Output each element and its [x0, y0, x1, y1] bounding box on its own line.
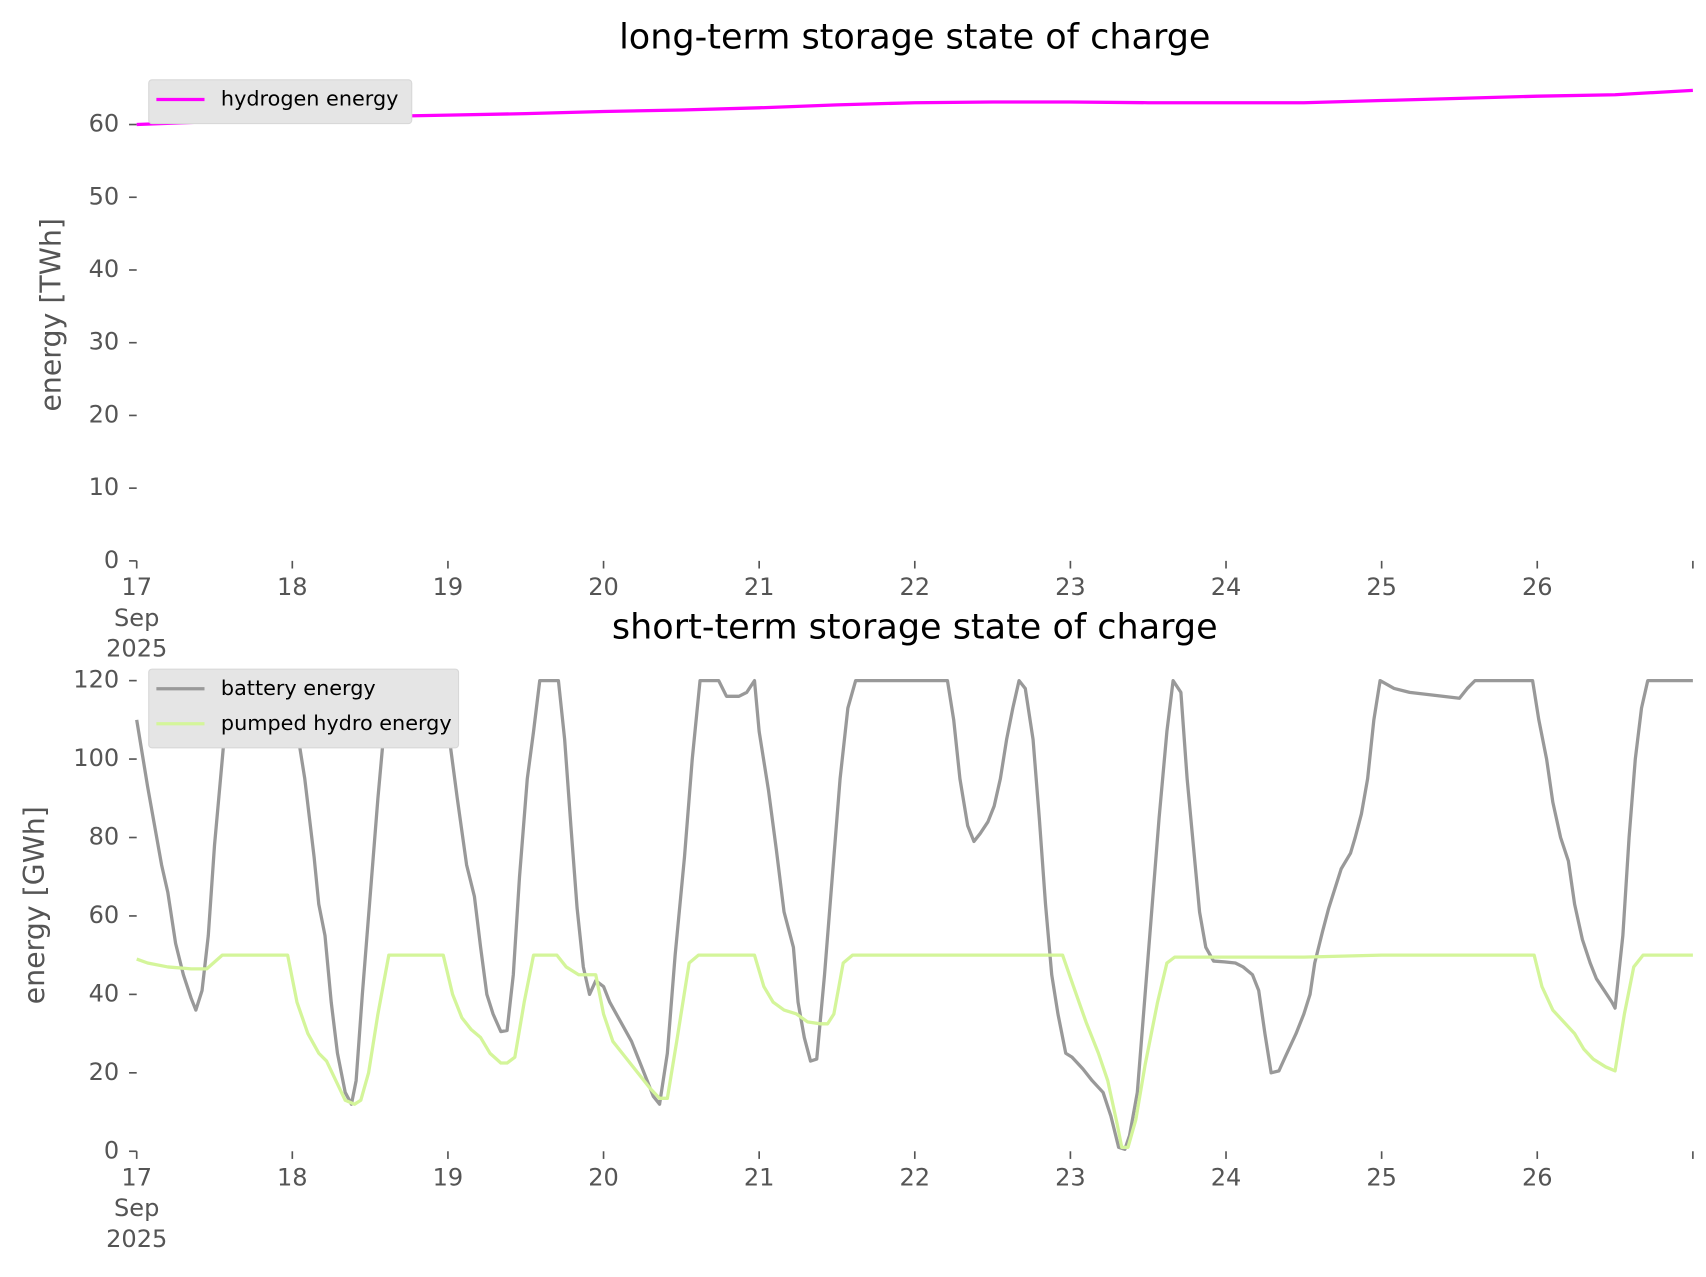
y-tick-label: 40 — [89, 979, 120, 1007]
x-tick-label: 24 — [1211, 1164, 1242, 1192]
y-tick-label: 20 — [89, 400, 120, 428]
series-line — [136, 953, 1693, 1149]
x-tick-label: 26 — [1522, 1164, 1553, 1192]
chart-title: long-term storage state of charge — [619, 17, 1210, 57]
legend-label: pumped hydro energy — [221, 711, 452, 735]
y-tick-label: 10 — [89, 473, 120, 501]
y-tick-label: 120 — [73, 666, 119, 694]
y-tick-label: 60 — [89, 901, 120, 929]
x-tick-label: 19 — [433, 573, 464, 601]
y-tick-label: 100 — [73, 744, 119, 772]
x-tick-label: 18 — [277, 1164, 308, 1192]
y-tick-label: 0 — [104, 546, 119, 574]
x-tick-label: 19 — [433, 1164, 464, 1192]
x-tick-label: 20 — [588, 573, 619, 601]
chart-title: short-term storage state of charge — [612, 608, 1218, 648]
y-tick-label: 50 — [89, 182, 120, 210]
series-line — [135, 678, 1693, 1151]
x-tick-label: 21 — [744, 573, 775, 601]
x-tick-label: 18 — [277, 573, 308, 601]
legend: battery energy pumped hydro energy — [148, 668, 460, 749]
legend-label: hydrogen energy — [221, 86, 399, 110]
x-tick-label: 22 — [899, 573, 930, 601]
legend-box — [148, 79, 413, 125]
y-tick-label: 80 — [89, 823, 120, 851]
y-tick-label: 20 — [89, 1058, 120, 1086]
y-tick-label: 0 — [104, 1136, 119, 1164]
x-tick-label: 26 — [1522, 573, 1553, 601]
x-tick-label: 25 — [1366, 573, 1397, 601]
y-tick-label: 40 — [89, 255, 120, 283]
x-tick-label: 21 — [744, 1164, 775, 1192]
x-tick-label: 17 Sep 2025 — [106, 573, 167, 662]
y-tick-label: 30 — [89, 328, 120, 356]
y-axis-label: energy [GWh] — [18, 806, 51, 1004]
x-tick-label: 23 — [1055, 573, 1086, 601]
legend-label: battery energy — [221, 676, 376, 700]
x-tick-label: 20 — [588, 1164, 619, 1192]
x-tick-label: 22 — [899, 1164, 930, 1192]
y-tick-label: 60 — [89, 110, 120, 138]
legend: hydrogen energy — [148, 79, 413, 125]
x-tick-label: 23 — [1055, 1164, 1086, 1192]
legend-box — [148, 668, 460, 749]
x-tick-label: 24 — [1211, 573, 1242, 601]
x-tick-label: 25 — [1366, 1164, 1397, 1192]
x-tick-label: 17 Sep 2025 — [106, 1164, 167, 1253]
y-axis-label: energy [TWh] — [34, 218, 67, 412]
